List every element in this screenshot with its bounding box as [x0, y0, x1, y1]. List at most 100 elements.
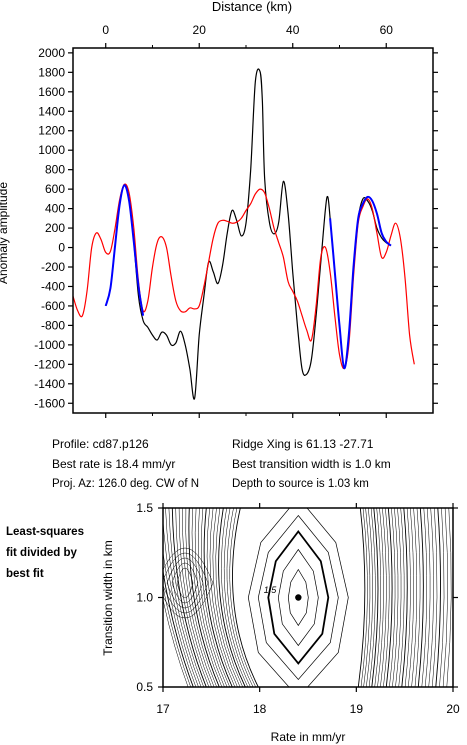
top-y-tick-label: 0	[58, 241, 65, 255]
misfit-contour-left	[182, 508, 215, 687]
top-x-axis-label: Distance (km)	[212, 0, 292, 14]
misfit-contour-left	[226, 508, 254, 687]
misfit-contour-right	[360, 508, 368, 687]
top-y-tick-label: -800	[41, 318, 65, 332]
misfit-contour-left	[168, 508, 204, 687]
misfit-contour-right	[421, 508, 428, 687]
misfit-contour-right	[368, 508, 376, 687]
contour-description-line: fit divided by	[6, 547, 77, 559]
misfit-contour-right	[414, 508, 421, 687]
misfit-contour-lobe	[166, 557, 204, 609]
misfit-contour-left	[203, 508, 233, 687]
top-x-tick-label: 0	[102, 23, 109, 37]
top-x-tick-label: 40	[286, 23, 300, 37]
top-y-tick-label: -400	[41, 279, 65, 293]
model-profile-line	[72, 183, 415, 370]
top-y-tick-label: 200	[45, 221, 65, 235]
ridge-crossing-text: Ridge Xing is 61.13 -27.71	[232, 437, 374, 451]
top-y-tick-label: 1000	[38, 143, 65, 157]
misfit-contour-right	[428, 508, 434, 687]
misfit-contour-left	[224, 508, 251, 687]
misfit-contour-left	[232, 508, 259, 687]
misfit-contour-left	[194, 508, 225, 687]
misfit-contour-right	[411, 508, 418, 687]
profile-chart: Distance (km) 0 20 40 60 200018001600140012…	[0, 0, 438, 418]
misfit-contour-left	[209, 508, 238, 687]
top-y-tick-label: 1400	[38, 104, 65, 118]
top-y-tick-label: 1800	[38, 65, 65, 79]
best-width-text: Best transition width is 1.0 km	[232, 457, 391, 471]
misfit-contour-lobe	[176, 567, 194, 599]
misfit-contour-right	[432, 508, 438, 687]
contour-y-tick-label: 1.0	[136, 591, 153, 605]
projection-text: Proj. Az: 126.0 deg. CW of N	[52, 478, 200, 490]
misfit-contour-left	[200, 508, 230, 687]
misfit-contour-ring	[257, 514, 339, 681]
misfit-contour-right	[371, 508, 379, 687]
misfit-contour-right	[439, 508, 445, 687]
misfit-contour-ring	[287, 568, 309, 627]
contour-description: Least-squares fit divided by best fit	[6, 522, 84, 585]
top-y-tick-label: 800	[45, 163, 65, 177]
profile-text: Profile: cd87.p126	[52, 437, 149, 451]
top-y-tick-label: -200	[41, 260, 65, 274]
contour-description-line: Least-squares	[6, 526, 84, 538]
misfit-contour-right	[383, 508, 390, 687]
top-y-tick-label: -1200	[34, 357, 65, 371]
misfit-contour-left	[218, 508, 246, 687]
contour-value-label: 1.5	[264, 585, 278, 595]
misfit-contour-left	[197, 508, 228, 687]
best-fit-point	[295, 594, 302, 601]
misfit-contour-lobe	[163, 548, 214, 618]
top-y-tick-label: 2000	[38, 46, 65, 60]
top-x-tick-label: 60	[380, 23, 394, 37]
misfit-contour-ring	[247, 508, 349, 687]
top-y-axis-label: Anomaly amplitude	[0, 182, 10, 284]
fitted-segment-line	[104, 184, 145, 316]
misfit-contour-left	[188, 508, 220, 687]
misfit-contour-right	[374, 508, 382, 687]
contour-x-tick-label: 17	[156, 702, 170, 716]
misfit-contour-lobe	[163, 552, 209, 614]
misfit-contour-right	[385, 508, 393, 687]
top-y-tick-label: 1600	[38, 85, 65, 99]
top-x-tick-label: 20	[193, 23, 207, 37]
fitted-segment-line	[329, 195, 392, 370]
top-x-ticks: 0 20 40 60	[102, 23, 393, 418]
misfit-contour-right	[380, 508, 387, 687]
misfit-contour-right	[417, 508, 424, 687]
misfit-contour-right	[363, 508, 371, 687]
top-y-ticks: 2000180016001400120010008006004002000-20…	[34, 46, 438, 410]
top-y-tick-label: -1600	[34, 396, 65, 410]
misfit-contours	[163, 508, 452, 687]
profile-series	[72, 68, 415, 400]
misfit-contour-left	[229, 508, 256, 687]
top-y-tick-label: 600	[45, 182, 65, 196]
misfit-contour-right	[395, 508, 402, 687]
misfit-contour-left	[206, 508, 236, 687]
contour-y-tick-label: 1.5	[136, 501, 153, 515]
misfit-contour-right	[392, 508, 399, 687]
misfit-contour-right	[377, 508, 384, 687]
misfit-contour-left	[163, 568, 194, 687]
depth-text: Depth to source is 1.03 km	[232, 478, 369, 490]
misfit-contour-left	[215, 508, 243, 687]
misfit-contour-chart: 1.5 17 18 19 20 0.5 1.0 1.5 Rate in mm/yr Tra…	[101, 501, 460, 744]
misfit-contour-right	[401, 508, 408, 687]
misfit-contour-left	[185, 508, 217, 687]
misfit-contour-left	[175, 508, 210, 687]
top-y-tick-label: 1200	[38, 124, 65, 138]
contour-x-ticks: 17 18 19 20	[156, 503, 460, 716]
contour-y-ticks: 0.5 1.0 1.5	[136, 501, 458, 694]
misfit-contour-left	[191, 508, 223, 687]
misfit-contour-lobe	[171, 562, 199, 604]
misfit-contour-right	[366, 508, 373, 687]
best-rate-text: Best rate is 18.4 mm/yr	[52, 457, 176, 471]
contour-x-tick-label: 19	[350, 702, 364, 716]
misfit-contour-left	[212, 508, 241, 687]
contour-x-axis-label: Rate in mm/yr	[271, 730, 346, 744]
top-y-tick-label: -1000	[34, 338, 65, 352]
contour-x-tick-label: 18	[253, 702, 267, 716]
misfit-contour-right	[404, 508, 411, 687]
